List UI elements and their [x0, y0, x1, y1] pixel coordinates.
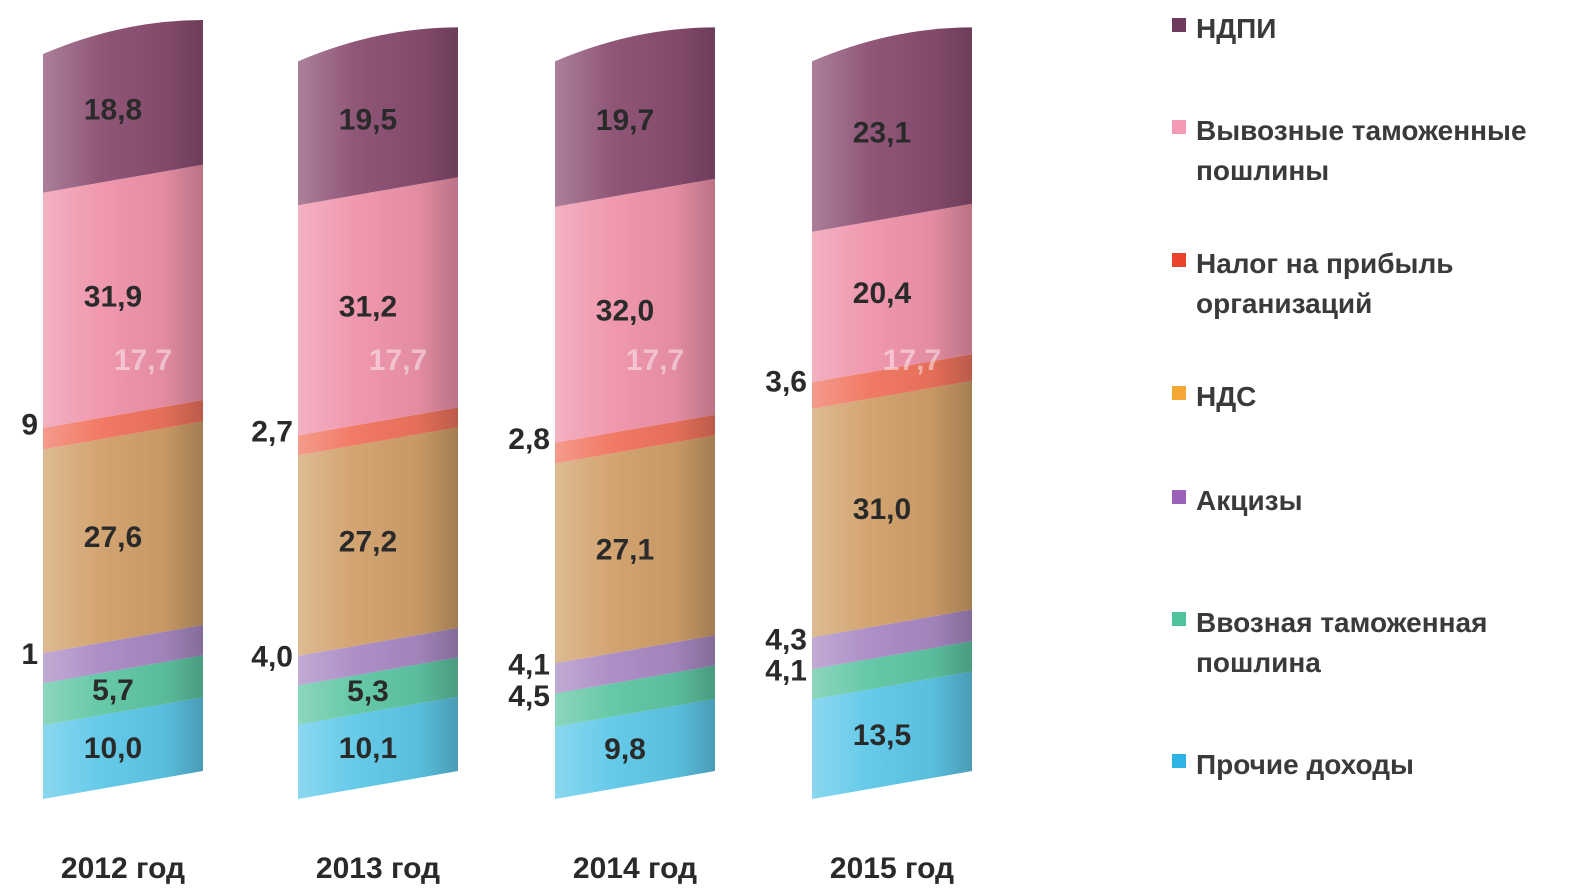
legend-label: пошлина — [1196, 647, 1321, 678]
data-label: 27,2 — [339, 526, 397, 559]
data-label: 4,0 — [251, 641, 293, 674]
data-label: 1 — [21, 638, 38, 671]
data-label: 5,3 — [347, 675, 389, 708]
x-tick-label: 2014 год — [573, 852, 697, 885]
data-label: 20,4 — [853, 277, 912, 310]
bar-segment-shading — [43, 624, 203, 684]
legend-label: организаций — [1196, 288, 1372, 319]
ghost-label: 17,7 — [626, 344, 684, 377]
legend: НДПИ Вывозные таможенные пошлины Налог на п… — [1172, 13, 1527, 780]
data-label: 2,8 — [508, 423, 550, 456]
data-label: 31,0 — [853, 493, 911, 526]
bar-segment-shading — [43, 164, 203, 428]
legend-item: Налог на прибыль организаций — [1172, 248, 1453, 319]
ghost-label: 17,7 — [114, 344, 172, 377]
bar-segment-shading — [555, 178, 715, 443]
bar-segment-shading — [812, 641, 972, 700]
bar-segment-shading — [812, 671, 972, 799]
bar-segment-shading — [298, 627, 458, 686]
bar-segment-shading — [298, 407, 458, 456]
bar-group-2: 10,1 5,3 4,0 27,2 2,7 31,2 19,5 17,7 2013 год — [251, 27, 458, 885]
legend-swatch — [1172, 18, 1186, 32]
x-tick-label: 2015 год — [830, 852, 954, 885]
data-label: 10,0 — [84, 732, 142, 765]
bar-segment-shading — [555, 698, 715, 799]
legend-swatch — [1172, 490, 1186, 504]
legend-item: Ввозная таможенная пошлина — [1172, 607, 1487, 678]
data-label: 19,7 — [596, 104, 654, 137]
legend-item: Вывозные таможенные пошлины — [1172, 115, 1527, 186]
data-label: 31,9 — [84, 280, 142, 313]
data-label: 4,1 — [765, 654, 807, 687]
x-tick-label: 2013 год — [316, 852, 440, 885]
bar-segment-shading — [812, 203, 972, 383]
legend-swatch — [1172, 754, 1186, 768]
legend-item: Акцизы — [1172, 485, 1303, 516]
bar-segment-shading — [812, 609, 972, 670]
legend-label: пошлины — [1196, 155, 1329, 186]
data-label: 27,1 — [596, 533, 654, 566]
data-label: 13,5 — [853, 719, 911, 752]
bar-segment-shading — [812, 380, 972, 638]
data-label: 10,1 — [339, 732, 397, 765]
data-label: 31,2 — [339, 290, 397, 323]
data-label: 4,1 — [508, 648, 550, 681]
bar-segment-shading — [43, 399, 203, 450]
bar-group-1: 10,0 5,7 1 27,6 9 31,9 18,8 17,7 2012 год — [21, 20, 203, 885]
legend-label: Ввозная таможенная — [1196, 607, 1487, 638]
ghost-label: 17,7 — [369, 344, 427, 377]
data-label: 9 — [21, 409, 38, 442]
legend-label: Налог на прибыль — [1196, 248, 1453, 279]
data-label: 32,0 — [596, 295, 654, 328]
data-label: 5,7 — [92, 674, 134, 707]
bar-group-3: 9,8 4,54,1 27,1 2,8 32,0 19,7 17,7 2014 год — [508, 27, 715, 885]
data-label: 2,7 — [251, 415, 293, 448]
bar-segment-shading — [555, 27, 715, 207]
bar-segment-shading — [298, 27, 458, 206]
bar-segment-shading — [298, 177, 458, 436]
data-label: 18,8 — [84, 93, 142, 126]
bar-segment-shading — [43, 20, 203, 193]
bar-segment-shading — [555, 665, 715, 727]
x-tick-label: 2012 год — [61, 852, 185, 885]
bar-segment-shading — [555, 414, 715, 464]
bar-segment-shading — [298, 427, 458, 656]
bar-segment-shading — [555, 635, 715, 694]
legend-item: НДС — [1172, 381, 1256, 412]
legend-label: Акцизы — [1196, 485, 1303, 516]
bar-segment-shading — [298, 696, 458, 799]
legend-label: НДС — [1196, 381, 1256, 412]
legend-label: Прочие доходы — [1196, 749, 1414, 780]
bar-segment-shading — [298, 657, 458, 725]
data-label: 4,5 — [508, 680, 550, 713]
bar-segment-shading — [43, 697, 203, 799]
legend-item: НДПИ — [1172, 13, 1276, 44]
data-label: 4,3 — [765, 623, 807, 656]
bar-segment-shading — [555, 435, 715, 664]
data-label: 9,8 — [604, 733, 646, 766]
legend-label: Вывозные таможенные — [1196, 115, 1527, 146]
bars-group: 10,0 5,7 1 27,6 9 31,9 18,8 17,7 2012 год 10,1 5,3… — [21, 20, 972, 885]
legend-label: НДПИ — [1196, 13, 1276, 44]
bar-segment-shading — [812, 354, 972, 409]
bar-segment-shading — [812, 27, 972, 232]
bar-segment-shading — [43, 421, 203, 653]
ghost-label: 17,7 — [883, 344, 941, 377]
data-label: 19,5 — [339, 103, 397, 136]
legend-swatch — [1172, 386, 1186, 400]
data-label: 23,1 — [853, 117, 911, 150]
legend-swatch — [1172, 120, 1186, 134]
bar-group-4: 13,5 4,14,3 31,0 3,6 20,4 23,1 17,7 2015 год — [765, 27, 972, 885]
legend-item: Прочие доходы — [1172, 749, 1414, 780]
data-label: 3,6 — [765, 366, 807, 399]
bar-segment-shading — [43, 655, 203, 726]
legend-swatch — [1172, 612, 1186, 626]
data-label: 27,6 — [84, 521, 142, 554]
legend-swatch — [1172, 253, 1186, 267]
